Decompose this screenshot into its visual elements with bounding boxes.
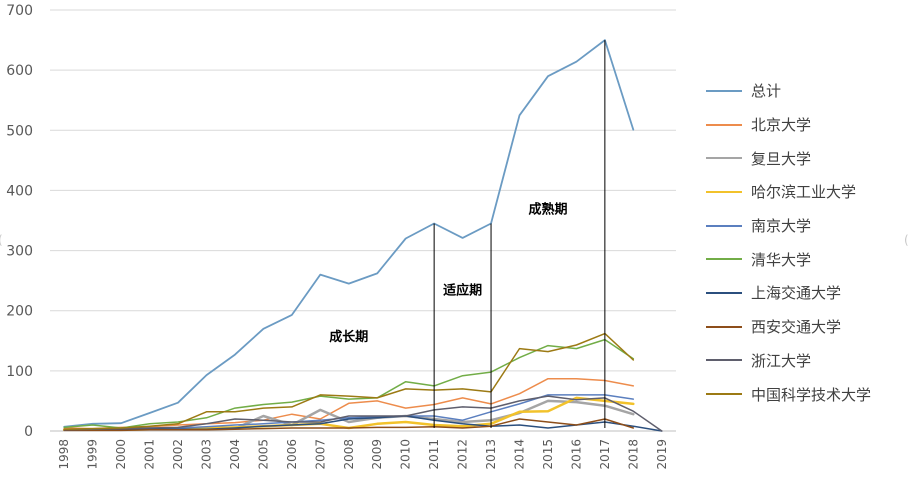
y-tick-label: 100 <box>6 364 33 380</box>
x-tick-label: 2015 <box>541 439 555 470</box>
legend-swatch <box>706 258 742 261</box>
legend-label: 上海交通大学 <box>751 284 842 303</box>
chart-legend: 总计北京大学复旦大学哈尔滨工业大学 南京大学清华大学上海交通大学 西安交通大学 浙江大… <box>706 74 871 411</box>
legend-item: 北京大学 <box>706 108 871 142</box>
y-tick-label: 600 <box>6 63 33 79</box>
legend-label: 中国科学技术大学 <box>751 385 872 404</box>
legend-item: 哈尔滨工业大学 <box>706 175 871 209</box>
edge-mark-left: ( <box>0 233 3 247</box>
phase-label-0: 成长期 <box>329 329 368 345</box>
series-line-0 <box>63 39 635 428</box>
legend-item: 西安交通大学 <box>706 310 871 344</box>
x-tick-label: 2010 <box>399 439 413 470</box>
x-tick-label: 2003 <box>200 439 214 470</box>
legend-item: 上海交通大学 <box>706 276 871 310</box>
x-tick-label: 2009 <box>370 439 384 470</box>
phase-label-1: 适应期 <box>443 282 482 298</box>
legend-swatch <box>706 393 742 396</box>
legend-swatch <box>706 190 742 193</box>
legend-label: 浙江大学 <box>751 351 812 370</box>
x-tick-label: 2007 <box>313 439 327 470</box>
legend-item: 中国科学技术大学 <box>706 377 871 411</box>
legend-label: 复旦大学 <box>751 149 812 168</box>
y-tick-label: 400 <box>6 183 33 199</box>
x-tick-label: 1999 <box>86 439 100 470</box>
series-line-5 <box>63 338 635 429</box>
series-line-1 <box>63 377 635 430</box>
legend-swatch <box>706 359 742 362</box>
y-tick-label: 0 <box>24 424 33 440</box>
series-line-9 <box>63 332 635 430</box>
x-tick-label: 2002 <box>171 439 185 470</box>
x-tick-label: 2013 <box>484 439 498 470</box>
x-tick-label: 2008 <box>342 439 356 470</box>
x-tick-label: 2016 <box>569 439 583 470</box>
legend-label: 西安交通大学 <box>751 318 842 337</box>
legend-item: 南京大学 <box>706 209 871 243</box>
x-tick-label: 2019 <box>655 439 669 470</box>
x-tick-label: 1998 <box>57 439 71 470</box>
phase-label-2: 成熟期 <box>528 201 567 217</box>
legend-label: 清华大学 <box>751 250 812 269</box>
x-tick-label: 2004 <box>228 439 242 470</box>
x-tick-label: 2006 <box>285 439 299 470</box>
y-tick-label: 300 <box>6 244 33 260</box>
legend-swatch <box>706 89 742 92</box>
x-tick-label: 2000 <box>114 439 128 470</box>
y-tick-label: 500 <box>6 123 33 139</box>
x-tick-label: 2001 <box>143 439 157 470</box>
legend-label: 总计 <box>751 82 782 101</box>
legend-label: 北京大学 <box>751 116 812 135</box>
legend-item: 清华大学 <box>706 242 871 276</box>
x-tick-label: 2017 <box>598 439 612 470</box>
legend-label: 南京大学 <box>751 217 812 236</box>
legend-item: 浙江大学 <box>706 344 871 378</box>
series-line-7 <box>63 418 635 432</box>
x-tick-label: 2014 <box>513 439 527 470</box>
x-tick-label: 2005 <box>256 439 270 470</box>
legend-swatch <box>706 157 742 160</box>
y-tick-label: 200 <box>6 304 33 320</box>
x-tick-label: 2011 <box>427 439 441 470</box>
edge-mark-right: ( <box>904 233 909 247</box>
x-tick-label: 2018 <box>626 439 640 470</box>
y-tick-label: 700 <box>6 3 33 19</box>
series-line-8 <box>63 395 663 432</box>
legend-label: 哈尔滨工业大学 <box>751 183 857 202</box>
legend-swatch <box>706 123 742 126</box>
legend-swatch <box>706 325 742 328</box>
legend-swatch <box>706 291 742 294</box>
legend-swatch <box>706 224 742 227</box>
legend-item: 复旦大学 <box>706 141 871 175</box>
x-tick-label: 2012 <box>456 439 470 470</box>
legend-item: 总计 <box>706 74 871 108</box>
